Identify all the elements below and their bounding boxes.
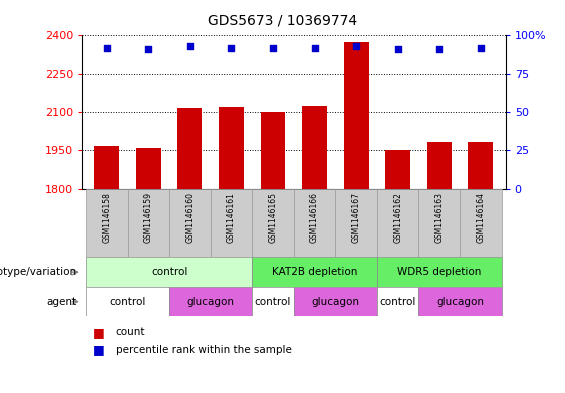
Bar <box>211 189 252 257</box>
Text: GSM1146166: GSM1146166 <box>310 192 319 243</box>
Bar <box>86 257 252 287</box>
Point <box>434 46 444 52</box>
Bar <box>419 287 502 316</box>
Text: WDR5 depletion: WDR5 depletion <box>397 267 481 277</box>
Text: ■: ■ <box>93 325 105 339</box>
Text: KAT2B depletion: KAT2B depletion <box>272 267 357 277</box>
Point <box>102 44 111 51</box>
Point <box>393 46 402 52</box>
Text: ■: ■ <box>93 343 105 356</box>
Bar <box>86 287 169 316</box>
Text: GSM1146165: GSM1146165 <box>268 192 277 243</box>
Text: GSM1146160: GSM1146160 <box>185 192 194 243</box>
Bar <box>427 142 451 189</box>
Text: count: count <box>116 327 145 337</box>
Text: control: control <box>255 297 291 307</box>
Bar <box>419 189 460 257</box>
Text: GSM1146167: GSM1146167 <box>351 192 360 243</box>
Bar <box>169 189 211 257</box>
Text: glucagon: glucagon <box>311 297 359 307</box>
Bar <box>128 189 169 257</box>
Bar <box>377 287 419 316</box>
Bar <box>219 107 244 189</box>
Text: control: control <box>110 297 146 307</box>
Bar <box>377 189 419 257</box>
Bar <box>177 108 202 189</box>
Text: percentile rank within the sample: percentile rank within the sample <box>116 345 292 355</box>
Bar <box>260 112 285 189</box>
Text: agent: agent <box>46 297 76 307</box>
Text: GSM1146164: GSM1146164 <box>476 192 485 243</box>
Point <box>310 44 319 51</box>
Bar <box>336 189 377 257</box>
Bar <box>377 257 502 287</box>
Text: glucagon: glucagon <box>436 297 484 307</box>
Bar <box>294 189 336 257</box>
Point <box>227 44 236 51</box>
Bar <box>344 42 368 189</box>
Bar <box>294 287 377 316</box>
Text: GSM1146161: GSM1146161 <box>227 192 236 243</box>
Text: GSM1146163: GSM1146163 <box>434 192 444 243</box>
Text: GSM1146158: GSM1146158 <box>102 192 111 243</box>
Point <box>268 44 277 51</box>
Bar <box>460 189 502 257</box>
Bar <box>468 142 493 189</box>
Bar <box>252 287 294 316</box>
Text: GDS5673 / 10369774: GDS5673 / 10369774 <box>208 14 357 28</box>
Text: glucagon: glucagon <box>186 297 234 307</box>
Bar <box>252 189 294 257</box>
Text: genotype/variation: genotype/variation <box>0 267 76 277</box>
Text: GSM1146162: GSM1146162 <box>393 192 402 243</box>
Bar <box>302 106 327 189</box>
Bar <box>385 150 410 189</box>
Bar <box>136 148 161 189</box>
Point <box>185 43 194 49</box>
Point <box>144 46 153 52</box>
Text: GSM1146159: GSM1146159 <box>144 192 153 243</box>
Bar <box>86 189 128 257</box>
Point <box>476 44 485 51</box>
Bar <box>252 257 377 287</box>
Bar <box>169 287 252 316</box>
Text: control: control <box>151 267 188 277</box>
Point <box>351 43 360 49</box>
Bar <box>94 146 119 189</box>
Text: control: control <box>380 297 416 307</box>
